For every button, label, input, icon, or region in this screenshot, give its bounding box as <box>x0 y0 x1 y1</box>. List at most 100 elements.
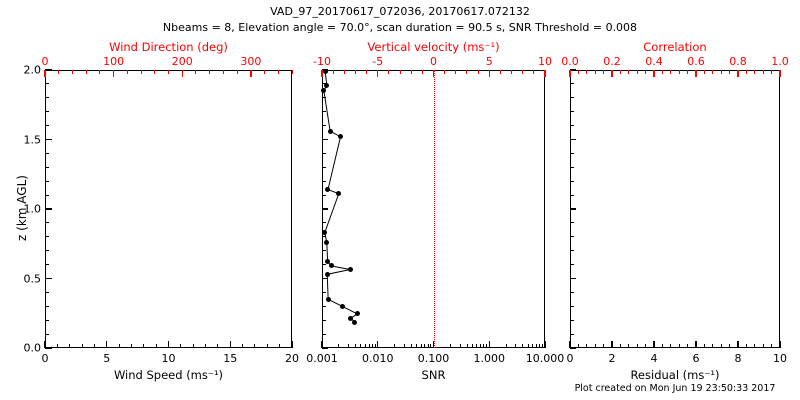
axis-tick <box>577 344 579 348</box>
residual-panel <box>570 70 780 348</box>
axis-tick <box>695 70 697 77</box>
axis-tick <box>661 344 663 348</box>
axis-tick <box>771 70 773 74</box>
axis-tick-label: 15 <box>223 352 238 365</box>
axis-tick <box>222 70 224 74</box>
axis-tick <box>354 70 356 74</box>
axis-tick <box>505 344 507 348</box>
axis-tick <box>476 344 478 348</box>
axis-tick <box>192 344 194 348</box>
axis-title: Correlation <box>643 40 707 54</box>
axis-tick <box>570 277 576 280</box>
axis-tick-label: 200 <box>171 55 193 68</box>
axis-tick <box>459 344 461 348</box>
axis-tick-label: 2 <box>608 352 616 365</box>
axis-tick <box>661 70 663 74</box>
vertical-velocity-zero-line <box>433 70 435 348</box>
axis-tick <box>771 344 773 348</box>
axis-tick-label: 300 <box>240 55 262 68</box>
y-axis-tick-label: 0.0 <box>23 341 42 355</box>
axis-tick <box>466 344 468 348</box>
axis-tick <box>416 344 418 348</box>
axis-tick <box>322 194 326 196</box>
figure-title: VAD_97_20170617_072036, 20170617.072132 <box>270 5 530 18</box>
axis-tick <box>594 70 596 74</box>
axis-tick <box>322 125 326 127</box>
axis-tick <box>544 70 546 77</box>
axis-tick <box>44 341 46 348</box>
axis-tick <box>570 222 574 224</box>
axis-tick <box>471 344 473 348</box>
axis-tick <box>421 70 423 74</box>
axis-tick <box>569 341 571 348</box>
axis-tick <box>322 222 326 224</box>
y-axis-tick-label: 1.5 <box>23 133 42 146</box>
axis-tick-label: 100 <box>103 55 125 68</box>
axis-tick <box>653 70 655 77</box>
axis-tick-label: 0.0 <box>561 55 579 68</box>
axis-tick <box>45 277 52 280</box>
axis-tick <box>569 70 571 77</box>
axis-tick <box>410 344 412 348</box>
axis-tick <box>779 70 781 77</box>
axis-tick <box>427 344 429 348</box>
axis-tick <box>45 138 52 141</box>
axis-tick <box>45 333 49 335</box>
axis-tick <box>737 70 739 77</box>
axis-tick <box>45 264 49 266</box>
axis-tick <box>611 341 613 348</box>
axis-tick <box>364 344 366 348</box>
axis-tick <box>168 70 169 74</box>
axis-tick <box>539 344 541 348</box>
data-point-marker <box>324 239 330 245</box>
axis-tick <box>477 70 479 74</box>
axis-tick <box>432 341 435 348</box>
axis-tick <box>570 194 574 196</box>
axis-tick <box>570 97 574 99</box>
axis-tick <box>570 111 574 113</box>
data-point-marker <box>339 303 345 309</box>
axis-tick <box>45 194 49 196</box>
axis-tick <box>532 344 534 348</box>
data-point-marker <box>348 315 354 321</box>
axis-tick <box>570 125 574 127</box>
axis-tick <box>322 208 328 210</box>
axis-tick <box>180 344 182 348</box>
axis-tick <box>322 236 326 238</box>
axis-tick <box>570 138 576 141</box>
axis-tick <box>322 277 328 280</box>
axis-tick <box>377 70 379 77</box>
axis-title: Residual (ms⁻¹) <box>630 368 720 382</box>
axis-tick <box>570 166 574 168</box>
axis-tick <box>603 70 605 74</box>
axis-tick-label: 6 <box>692 352 700 365</box>
axis-tick <box>338 344 340 348</box>
axis-tick <box>570 69 576 71</box>
axis-tick <box>636 344 638 348</box>
axis-tick <box>754 70 756 74</box>
axis-tick <box>570 291 574 293</box>
axis-tick <box>628 344 630 348</box>
axis-tick <box>154 70 156 74</box>
wind-panel <box>45 70 292 348</box>
axis-title: Wind Direction (deg) <box>109 40 228 54</box>
axis-tick <box>181 70 183 77</box>
axis-tick-label: 10.000 <box>525 352 565 365</box>
axis-tick <box>217 344 219 348</box>
axis-tick <box>250 70 252 77</box>
data-point-marker <box>322 68 328 74</box>
axis-tick <box>322 152 326 154</box>
data-point-marker <box>347 266 353 272</box>
axis-tick <box>45 222 49 224</box>
axis-tick <box>488 341 490 348</box>
axis-tick-label: 0.010 <box>362 352 394 365</box>
axis-tick <box>126 70 128 74</box>
data-point-marker <box>336 191 342 197</box>
axis-tick <box>449 344 451 348</box>
axis-tick <box>737 341 739 348</box>
axis-tick-label: 1.0 <box>771 55 789 68</box>
axis-tick <box>432 70 435 77</box>
axis-tick-label: 20 <box>285 352 299 365</box>
data-point-marker <box>324 82 330 88</box>
axis-tick-label: 10 <box>773 352 787 365</box>
